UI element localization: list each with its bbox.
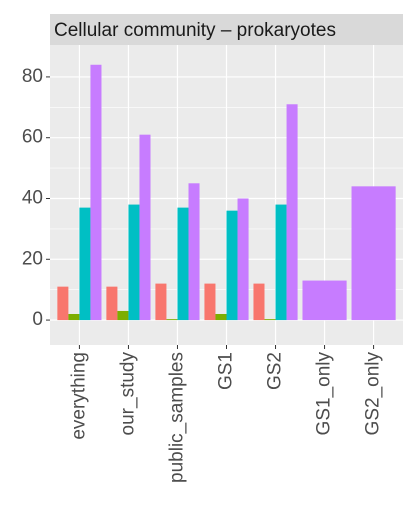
bar <box>166 319 178 321</box>
bar <box>177 207 189 321</box>
y-tick-label: 0 <box>32 309 43 330</box>
bar <box>253 283 265 321</box>
bar <box>188 183 200 321</box>
y-tick-label: 80 <box>22 66 43 87</box>
bar <box>79 207 91 321</box>
bar <box>139 134 151 321</box>
bar <box>90 64 102 321</box>
strip-title: Cellular community – prokaryotes <box>54 20 336 41</box>
y-tick-label: 60 <box>22 127 43 148</box>
bar <box>204 283 216 321</box>
bar <box>286 104 298 321</box>
bar <box>237 198 249 321</box>
y-tick-label: 40 <box>22 188 43 209</box>
bar <box>351 186 396 321</box>
x-tick-label: GS1 <box>216 352 237 390</box>
bar <box>302 280 347 321</box>
strip <box>50 14 403 45</box>
bar <box>264 319 276 321</box>
bar <box>106 286 118 321</box>
bar <box>68 313 80 321</box>
x-tick-label: GS2_only <box>363 352 384 436</box>
bar <box>57 286 69 321</box>
bar <box>117 310 129 321</box>
bar <box>215 313 227 321</box>
bar <box>155 283 167 321</box>
x-tick-label: public_samples <box>166 352 187 483</box>
x-tick-label: our_study <box>117 352 138 436</box>
bar <box>275 204 287 321</box>
x-tick-label: GS2 <box>265 352 286 390</box>
y-tick-label: 20 <box>22 248 43 269</box>
x-tick-label: everything <box>68 352 89 440</box>
x-tick-label: GS1_only <box>314 352 335 436</box>
bar <box>128 204 140 321</box>
bar <box>226 210 238 321</box>
